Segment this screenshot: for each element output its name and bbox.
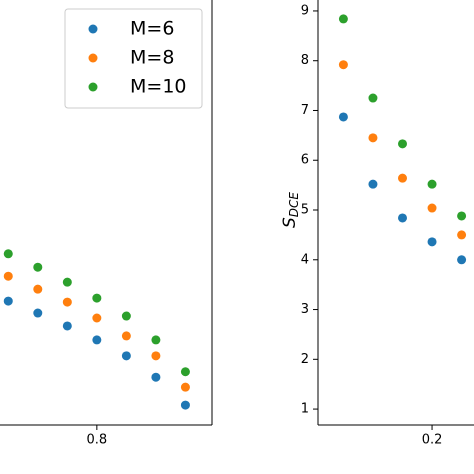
point <box>427 179 437 189</box>
y-tick-label: 4 <box>301 252 309 267</box>
y-tick-label: 6 <box>301 153 309 168</box>
point <box>151 351 161 361</box>
legend-marker <box>88 53 98 63</box>
point <box>180 382 190 392</box>
y-tick-label: 1 <box>301 402 309 417</box>
point <box>92 293 102 303</box>
point <box>151 335 161 345</box>
point <box>3 296 13 306</box>
point <box>121 351 131 361</box>
y-tick-label: 2 <box>301 352 309 367</box>
point <box>3 249 13 259</box>
x-tick-label: 0.2 <box>422 433 443 448</box>
y-axis-label-main: S <box>280 217 300 228</box>
y-tick-label: 8 <box>301 53 309 68</box>
point <box>338 60 348 70</box>
point <box>33 262 43 272</box>
point <box>457 255 467 265</box>
y-tick-label: 3 <box>301 302 309 317</box>
point <box>368 93 378 103</box>
legend-label: M=10 <box>130 76 187 98</box>
point <box>457 211 467 221</box>
point <box>92 313 102 323</box>
point <box>121 311 131 321</box>
x-tick-label: 0.8 <box>87 433 108 448</box>
point <box>398 173 407 183</box>
y-axis-label-sub: DCE <box>287 192 301 218</box>
legend-label: M=8 <box>130 47 174 69</box>
y-tick-label: 9 <box>301 3 309 18</box>
point <box>457 230 467 240</box>
point <box>427 203 437 213</box>
point <box>62 321 72 331</box>
point <box>398 213 407 223</box>
legend-label: M=6 <box>130 18 174 40</box>
point <box>62 277 72 287</box>
point <box>3 271 13 281</box>
point <box>121 331 131 341</box>
point <box>33 284 43 294</box>
point <box>368 133 378 143</box>
point <box>368 179 378 189</box>
legend-marker <box>88 82 98 92</box>
legend-marker <box>88 24 98 34</box>
point <box>398 139 407 149</box>
point <box>180 367 190 377</box>
point <box>33 308 43 318</box>
y-tick-label: 5 <box>301 203 309 218</box>
point <box>151 372 161 382</box>
y-axis-label: SDCE <box>280 192 301 228</box>
point <box>92 335 102 345</box>
point <box>427 237 437 247</box>
point <box>180 400 190 410</box>
point <box>338 14 348 24</box>
point <box>62 297 72 307</box>
point <box>338 112 348 122</box>
legend-box <box>64 8 203 109</box>
y-tick-label: 7 <box>301 103 309 118</box>
